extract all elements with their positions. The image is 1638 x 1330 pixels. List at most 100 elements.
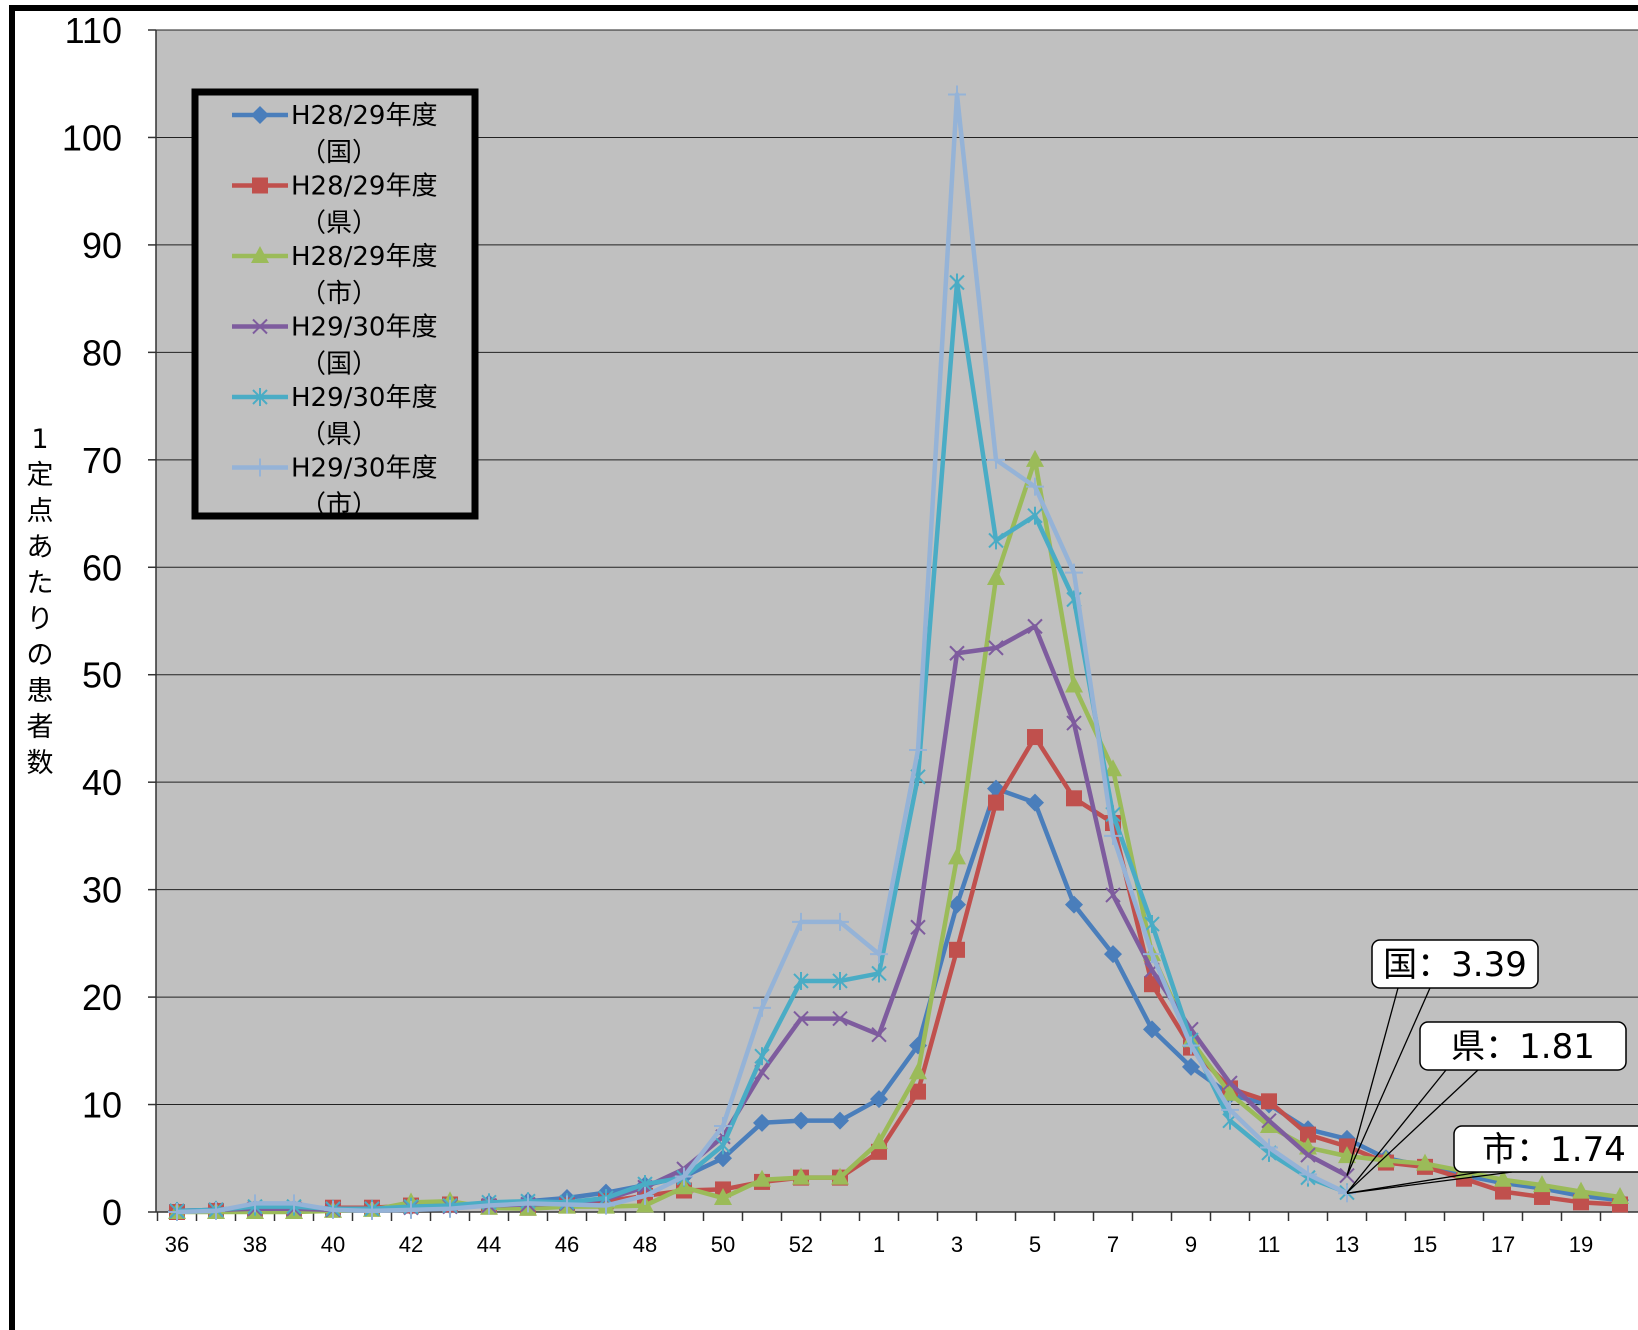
series-3-point-3 xyxy=(949,645,965,661)
series-5-point-46 xyxy=(558,1195,576,1214)
series-1-point-5 xyxy=(1027,729,1043,746)
y-tick-60: 60 xyxy=(82,547,122,588)
series-5-point-40 xyxy=(324,1200,342,1219)
y-axis-label-char: の xyxy=(27,640,54,671)
series-1-point-12 xyxy=(1300,1126,1316,1143)
legend-item-3: H29/30年度 （国） xyxy=(232,313,437,380)
y-axis-label-char: 定 xyxy=(27,460,54,491)
series-1-point-4 xyxy=(988,794,1004,811)
y-tick-70: 70 xyxy=(82,440,122,481)
legend-label-paren-4: （県） xyxy=(300,420,378,450)
series-0-point-9 xyxy=(1182,1057,1200,1076)
legend-swatch-marker-2 xyxy=(251,246,269,263)
series-5-point-3 xyxy=(948,85,966,104)
series-1-point-2 xyxy=(910,1083,926,1100)
series-4-point-50 xyxy=(715,1136,731,1155)
legend-label-1: H28/29年度 xyxy=(291,172,437,202)
x-tick-52: 52 xyxy=(789,1232,813,1257)
series-3-point-11 xyxy=(1261,1112,1277,1129)
y-axis-label-char: 点 xyxy=(27,496,54,527)
series-5-point-2 xyxy=(909,740,927,759)
y-tick-90: 90 xyxy=(82,225,122,266)
series-5-point-7 xyxy=(1104,826,1122,845)
series-0-point-50 xyxy=(714,1149,732,1168)
series-1-point-6 xyxy=(1066,790,1082,807)
series-5-point-1 xyxy=(870,945,888,964)
y-tick-40: 40 xyxy=(82,762,122,803)
series-4-point-53 xyxy=(832,971,848,990)
series-3-point-6 xyxy=(1066,715,1082,731)
callout-1: 県：1.81 xyxy=(1346,1021,1627,1194)
legend: H28/29年度（国）H28/29年度（県）H28/29年度（市）H29/30年… xyxy=(191,88,479,521)
series-3-point-11-b xyxy=(1261,1112,1277,1129)
x-tick-1: 1 xyxy=(873,1232,885,1257)
legend-item-0: H28/29年度 （国） xyxy=(232,101,437,168)
callout-box-2 xyxy=(1453,1125,1638,1173)
legend-item-5: H29/30年度 （市） xyxy=(232,454,437,521)
series-1-point-18 xyxy=(1534,1188,1550,1205)
x-tick-48: 48 xyxy=(633,1232,657,1257)
callout-label-1: 県：1.81 xyxy=(1451,1027,1595,1067)
series-4-point-5 xyxy=(1027,506,1043,525)
callout-label-0: 国：3.39 xyxy=(1383,945,1527,985)
series-5 xyxy=(168,85,1356,1221)
x-tick-5: 5 xyxy=(1029,1232,1041,1257)
y-tick-10: 10 xyxy=(82,1085,122,1126)
series-0-point-52 xyxy=(792,1111,810,1130)
series-5-point-45 xyxy=(519,1194,537,1213)
series-5-point-9 xyxy=(1182,1036,1200,1055)
series-3-point-51-b xyxy=(754,1064,770,1081)
series-2-point-18 xyxy=(1533,1175,1551,1193)
series-3-point-6-b xyxy=(1066,715,1082,731)
series-2-point-4 xyxy=(987,568,1005,586)
y-axis-label-char: あ xyxy=(27,532,54,563)
y-tick-30: 30 xyxy=(82,870,122,911)
series-2-point-17 xyxy=(1494,1169,1512,1187)
y-tick-labels: 0 10 20 30 40 50 60 70 80 90 100 110 xyxy=(62,10,122,1233)
series-5-point-36 xyxy=(168,1203,186,1221)
legend-swatch-marker-1 xyxy=(252,177,268,194)
legend-label-paren-3: （国） xyxy=(300,350,378,380)
series-5-point-5 xyxy=(1026,477,1044,496)
y-axis-label-char: た xyxy=(27,568,54,599)
series-2-point-5 xyxy=(1026,449,1044,467)
series-3-point-52-b xyxy=(793,1010,809,1027)
series-3-point-5 xyxy=(1027,618,1043,635)
series-3-point-12-b xyxy=(1300,1147,1316,1163)
series-2-point-14 xyxy=(1377,1150,1395,1168)
callout-leader-a-1 xyxy=(1346,1069,1447,1193)
callout-box-1 xyxy=(1419,1021,1627,1071)
series-3-point-53-b xyxy=(832,1010,848,1027)
legend-item-4: H29/30年度 （県） xyxy=(232,383,437,450)
legend-label-paren-0: （国） xyxy=(300,138,378,168)
series-layer xyxy=(168,85,1629,1221)
series-3-point-5-b xyxy=(1027,618,1043,635)
legend-swatch-marker-4 xyxy=(252,388,268,406)
callout-leader-b-0 xyxy=(1346,987,1431,1176)
series-3-point-1 xyxy=(871,1026,887,1043)
y-axis-label-char: 患 xyxy=(27,676,54,707)
legend-item-2: H28/29年度 （市） xyxy=(232,242,437,309)
series-2-point-6 xyxy=(1065,675,1083,693)
x-tick-50: 50 xyxy=(711,1232,735,1257)
legend-swatch-marker-0 xyxy=(251,106,269,124)
series-5-point-42 xyxy=(402,1200,420,1219)
series-5-point-8 xyxy=(1143,945,1161,964)
series-2-point-19 xyxy=(1572,1181,1590,1199)
series-3-point-52 xyxy=(793,1010,809,1027)
series-2-point-20 xyxy=(1611,1186,1629,1204)
series-3-point-10-b xyxy=(1222,1075,1238,1091)
series-0-point-6 xyxy=(1065,895,1083,914)
series-5-point-50 xyxy=(714,1117,732,1136)
series-0-point-1 xyxy=(870,1090,888,1109)
legend-label-paren-1: （県） xyxy=(300,209,378,239)
series-0-point-3 xyxy=(948,895,966,914)
series-3-point-1-b xyxy=(871,1026,887,1043)
series-4-point-3 xyxy=(949,273,965,292)
series-1-point-11 xyxy=(1261,1093,1277,1110)
series-3-point-53 xyxy=(832,1010,848,1027)
legend-swatch-marker-5 xyxy=(251,458,269,477)
series-3-point-10 xyxy=(1222,1075,1238,1091)
